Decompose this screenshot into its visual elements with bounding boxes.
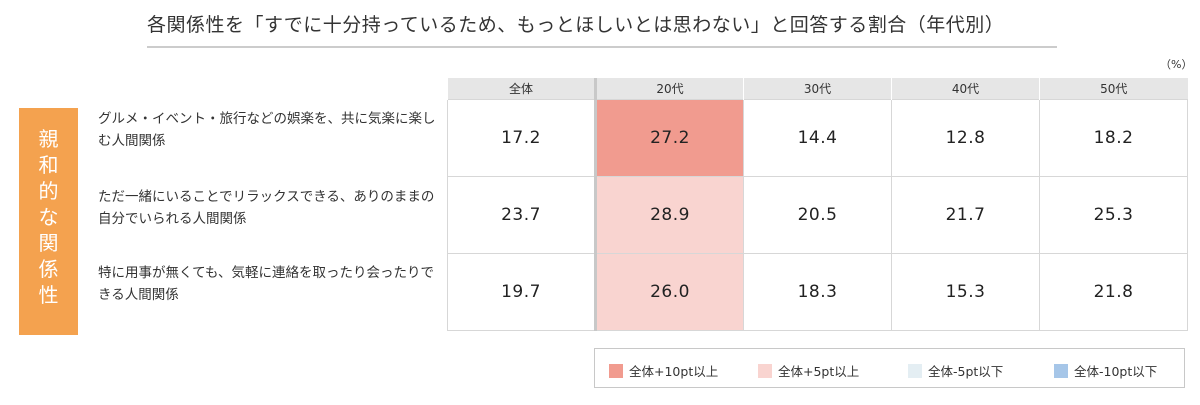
column-header: 20代 bbox=[594, 78, 744, 100]
table-row: 17.2 27.2 14.4 12.8 18.2 bbox=[447, 99, 1188, 177]
legend-item: 全体+10pt以上 bbox=[609, 361, 718, 380]
legend: 全体+10pt以上 全体+5pt以上 全体-5pt以下 全体-10pt以下 bbox=[594, 348, 1185, 388]
category-char: 親 bbox=[38, 127, 59, 151]
data-cell: 28.9 bbox=[594, 176, 744, 254]
data-cell: 25.3 bbox=[1039, 176, 1188, 254]
legend-label: 全体+10pt以上 bbox=[629, 364, 719, 379]
category-char: 性 bbox=[38, 283, 59, 307]
data-cell: 21.7 bbox=[891, 176, 1040, 254]
legend-label: 全体-10pt以下 bbox=[1074, 364, 1158, 379]
data-cell: 18.3 bbox=[743, 253, 892, 331]
table-row: 23.7 28.9 20.5 21.7 25.3 bbox=[447, 176, 1188, 254]
table-row: 19.7 26.0 18.3 15.3 21.8 bbox=[447, 253, 1188, 331]
legend-label: 全体-5pt以下 bbox=[928, 364, 1004, 379]
category-char: 和 bbox=[38, 153, 59, 177]
data-table: 全体 20代 30代 40代 50代 17.2 27.2 14.4 12.8 18.2 23.7 2… bbox=[447, 78, 1188, 331]
data-cell: 12.8 bbox=[891, 99, 1040, 177]
legend-swatch bbox=[908, 364, 922, 378]
legend-item: 全体-5pt以下 bbox=[908, 361, 1003, 380]
data-cell: 14.4 bbox=[743, 99, 892, 177]
row-label: グルメ・イベント・旅行などの娯楽を、共に気楽に楽しむ人間関係 bbox=[98, 111, 436, 149]
legend-swatch bbox=[758, 364, 772, 378]
data-cell: 21.8 bbox=[1039, 253, 1188, 331]
column-header: 50代 bbox=[1039, 78, 1188, 100]
legend-label: 全体+5pt以上 bbox=[778, 364, 860, 379]
data-cell: 26.0 bbox=[594, 253, 744, 331]
data-cell: 17.2 bbox=[447, 99, 596, 177]
data-cell: 19.7 bbox=[447, 253, 596, 331]
legend-swatch bbox=[609, 364, 623, 378]
data-cell: 18.2 bbox=[1039, 99, 1188, 177]
unit-label: （%） bbox=[1160, 58, 1193, 71]
category-char: な bbox=[38, 205, 59, 229]
category-label: 親和的な関係性 bbox=[19, 126, 78, 308]
row-label: ただ一緒にいることでリラックスできる、ありのままの自分でいられる人間関係 bbox=[98, 189, 435, 227]
category-char: 係 bbox=[38, 257, 59, 281]
category-char: 的 bbox=[38, 179, 59, 203]
category-box: 親和的な関係性 bbox=[19, 108, 78, 335]
chart-title: 各関係性を「すでに十分持っているため、もっとほしいとは思わない」と回答する割合（… bbox=[147, 10, 1057, 48]
data-cell: 20.5 bbox=[743, 176, 892, 254]
legend-item: 全体+5pt以上 bbox=[758, 361, 859, 380]
column-header: 全体 bbox=[447, 78, 596, 100]
category-char: 関 bbox=[38, 231, 59, 255]
column-header: 30代 bbox=[743, 78, 892, 100]
header-row: 全体 20代 30代 40代 50代 bbox=[447, 78, 1188, 100]
data-cell: 15.3 bbox=[891, 253, 1040, 331]
data-cell: 23.7 bbox=[447, 176, 596, 254]
data-cell: 27.2 bbox=[594, 99, 744, 177]
legend-swatch bbox=[1054, 364, 1068, 378]
legend-item: 全体-10pt以下 bbox=[1054, 361, 1157, 380]
column-header: 40代 bbox=[891, 78, 1040, 100]
row-label: 特に用事が無くても、気軽に連絡を取ったり会ったりできる人間関係 bbox=[98, 265, 435, 303]
